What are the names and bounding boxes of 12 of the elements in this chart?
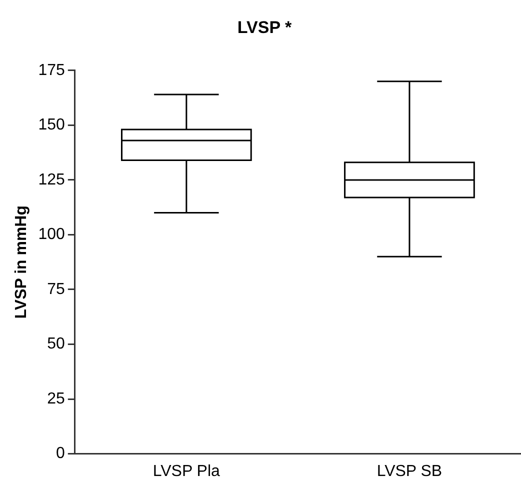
y-tick-label: 150	[38, 116, 65, 134]
x-tick-label: LVSP SB	[376, 462, 442, 480]
y-tick-label: 175	[38, 62, 65, 79]
y-axis-title: LVSP in mmHg	[13, 206, 30, 319]
y-tick-label: 50	[47, 336, 65, 353]
y-tick-label: 100	[38, 226, 65, 244]
y-tick-label: 125	[38, 171, 65, 188]
x-tick-label: LVSP Pla	[152, 462, 220, 480]
chart-title: LVSP *	[237, 18, 292, 37]
y-tick-label: 25	[47, 390, 65, 408]
y-tick-label: 75	[47, 280, 65, 298]
y-tick-label: 0	[56, 445, 65, 462]
